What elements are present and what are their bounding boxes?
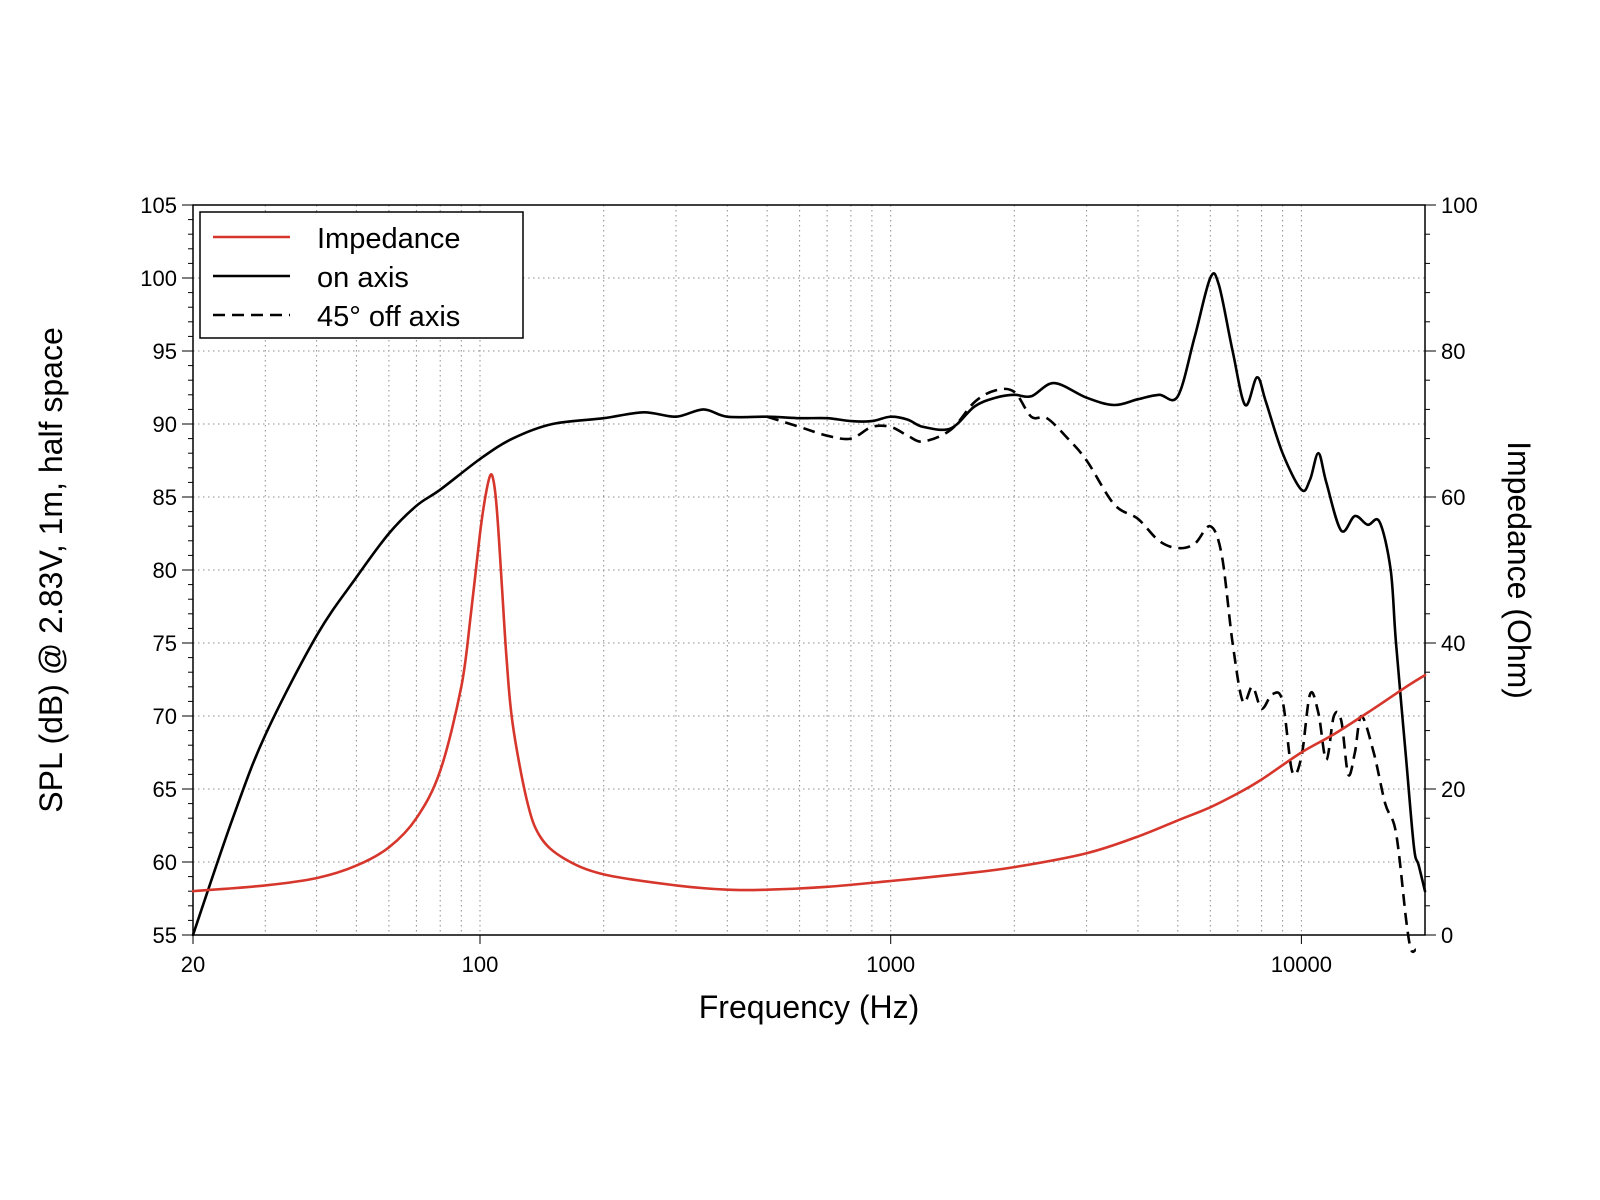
y-axis-title: SPL (dB) @ 2.83V, 1m, half space	[33, 327, 69, 812]
y-tick-label: 100	[140, 266, 177, 291]
series-line-impedance	[191, 473, 1427, 893]
x-tick-label: 10000	[1271, 952, 1332, 977]
series-line-45-off-axis	[766, 387, 1417, 954]
y2-tick-label: 40	[1441, 631, 1465, 656]
y2-tick-label: 80	[1441, 339, 1465, 364]
y-tick-label: 55	[153, 923, 177, 948]
y-tick-label: 90	[153, 412, 177, 437]
legend: Impedance on axis 45° off axis	[199, 211, 524, 339]
y-tick-label: 65	[153, 777, 177, 802]
y-tick-label: 95	[153, 339, 177, 364]
legend-label-on-axis: on axis	[317, 262, 409, 294]
x-tick-label: 20	[181, 952, 205, 977]
y2-tick-label: 60	[1441, 485, 1465, 510]
y-tick-label: 60	[153, 850, 177, 875]
tick-labels: 55 60 65 70 75 80 85 90 95 100 105 0 20 40 60 80 100 20 10…	[140, 193, 1477, 977]
series-line-on-axis	[191, 272, 1427, 937]
y-tick-label: 75	[153, 631, 177, 656]
y2-axis-title: Impedance (Ohm)	[1501, 441, 1537, 699]
y-tick-label: 80	[153, 558, 177, 583]
legend-label-impedance: Impedance	[317, 223, 461, 255]
y-tick-label: 85	[153, 485, 177, 510]
y2-tick-label: 20	[1441, 777, 1465, 802]
y-tick-label: 105	[140, 193, 177, 218]
grid-lines	[193, 205, 1425, 935]
series-lines	[191, 272, 1427, 954]
y-tick-label: 70	[153, 704, 177, 729]
x-axis-title: Frequency (Hz)	[699, 989, 920, 1025]
y2-tick-label: 0	[1441, 923, 1453, 948]
x-tick-label: 100	[462, 952, 499, 977]
axis-ticks	[182, 204, 1436, 944]
x-tick-label: 1000	[866, 952, 915, 977]
y2-tick-label: 100	[1441, 193, 1478, 218]
legend-label-off-axis: 45° off axis	[317, 301, 460, 333]
